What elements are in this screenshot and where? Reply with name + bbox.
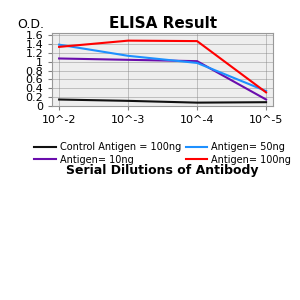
Legend: Control Antigen = 100ng, Antigen= 10ng, Antigen= 50ng, Antigen= 100ng: Control Antigen = 100ng, Antigen= 10ng, … <box>34 142 291 165</box>
Title: ELISA Result: ELISA Result <box>109 16 217 32</box>
X-axis label: Serial Dilutions of Antibody: Serial Dilutions of Antibody <box>66 164 259 177</box>
Text: O.D.: O.D. <box>17 18 44 31</box>
